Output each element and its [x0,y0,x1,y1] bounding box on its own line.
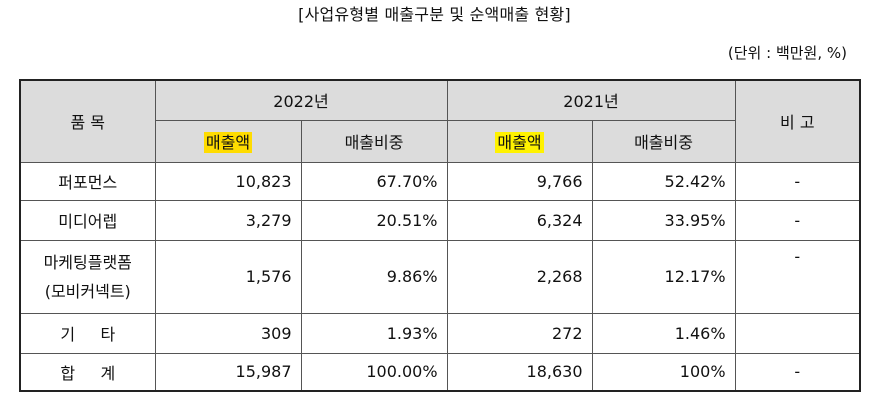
header-sales-2022: 매출액 [154,119,302,163]
ratio-2022: 67.70% [300,161,448,201]
table-row: 합 계 15,987 100.00% 18,630 100% - [19,352,862,392]
row-note: - [734,199,862,241]
sales-2021: 2,268 [446,239,593,314]
row-label: 기 타 [19,312,156,354]
row-label: 미디어렙 [19,199,156,241]
sales-highlight: 매출액 [203,132,253,153]
row-note [734,312,862,354]
ratio-2021: 100% [591,352,736,392]
sales-2021: 6,324 [446,199,593,241]
ratio-2022: 1.93% [300,312,448,354]
row-label-line1: 마케팅플랫폼 [43,252,132,272]
table-row: 퍼포먼스 10,823 67.70% 9,766 52.42% - [19,161,862,201]
row-note: - [734,161,862,201]
ratio-2021: 33.95% [591,199,736,241]
row-label: 마케팅플랫폼 (모비커넥트) [19,239,156,314]
header-item: 품 목 [19,79,156,163]
sales-2022: 10,823 [154,161,302,201]
table-row: 미디어렙 3,279 20.51% 6,324 33.95% - [19,199,862,241]
sales-2022: 309 [154,312,302,354]
table-title: [사업유형별 매출구분 및 순액매출 현황] [298,5,571,24]
sales-highlight: 매출액 [495,132,544,153]
ratio-2022: 9.86% [300,239,448,314]
row-label: 합 계 [19,352,156,392]
sales-2021: 18,630 [446,352,593,392]
sales-2021: 272 [446,312,593,354]
table-row: 마케팅플랫폼 (모비커넥트) 1,576 9.86% 2,268 12.17% … [19,239,862,314]
header-note: 비 고 [734,79,862,163]
sales-table: 품 목 2022년 2021년 비 고 매출액 매출비중 매출액 매출비중 퍼포… [19,79,862,392]
header-year-2021: 2021년 [446,79,736,121]
row-note: - [734,352,862,392]
header-year-2022: 2022년 [154,79,448,121]
row-note: - [734,239,862,314]
header-ratio-2021: 매출비중 [591,119,736,163]
table-row: 기 타 309 1.93% 272 1.46% [19,312,862,354]
header-ratio-2022: 매출비중 [300,119,448,163]
ratio-2021: 52.42% [591,161,736,201]
sales-2022: 15,987 [154,352,302,392]
row-label: 퍼포먼스 [19,161,156,201]
row-label-line2: (모비커넥트) [44,281,131,301]
sales-2021: 9,766 [446,161,593,201]
header-sales-2021: 매출액 [446,119,593,163]
sales-2022: 3,279 [154,199,302,241]
sales-2022: 1,576 [154,239,302,314]
unit-note: (단위 : 백만원, %) [727,44,847,62]
ratio-2022: 20.51% [300,199,448,241]
ratio-2022: 100.00% [300,352,448,392]
ratio-2021: 1.46% [591,312,736,354]
ratio-2021: 12.17% [591,239,736,314]
